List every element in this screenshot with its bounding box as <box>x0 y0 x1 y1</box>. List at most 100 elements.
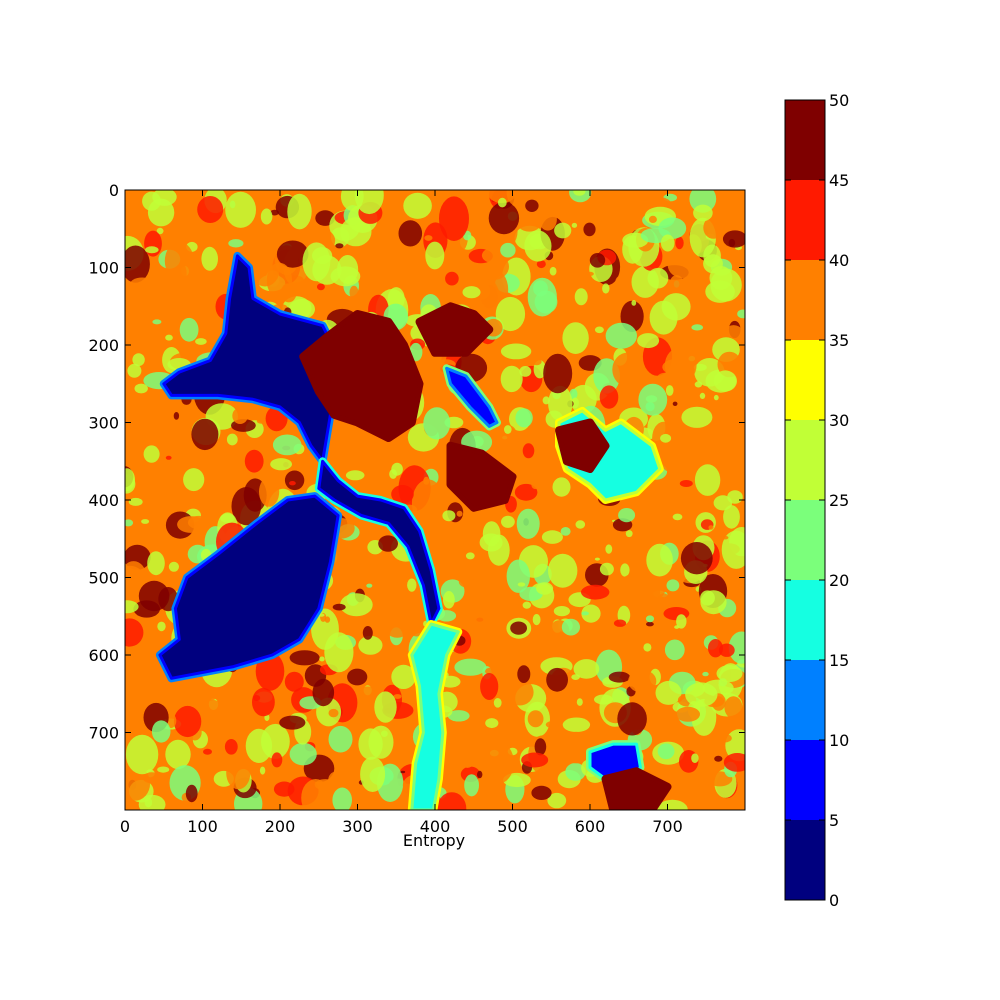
texture-blob <box>179 317 199 342</box>
texture-blob <box>737 309 745 319</box>
texture-blob <box>713 370 737 392</box>
texture-blob <box>454 658 487 676</box>
texture-blob <box>324 632 354 673</box>
colorbar-tick-label: 15 <box>829 651 849 670</box>
texture-blob <box>510 621 527 635</box>
texture-blob <box>231 487 262 526</box>
texture-blob <box>270 209 279 216</box>
texture-blob <box>203 712 232 738</box>
texture-blob <box>542 396 550 405</box>
texture-blob <box>482 741 514 784</box>
texture-blob <box>716 665 743 682</box>
texture-blob <box>156 420 171 430</box>
texture-blob <box>531 785 552 801</box>
texture-blob <box>500 365 523 393</box>
texture-blob <box>638 383 668 416</box>
texture-blob <box>182 190 192 198</box>
texture-blob <box>562 322 589 354</box>
texture-blob <box>164 241 194 281</box>
texture-blob <box>289 650 320 666</box>
texture-blob <box>232 407 248 424</box>
texture-blob <box>728 238 736 247</box>
texture-blob <box>183 468 205 492</box>
texture-blob <box>565 763 586 781</box>
texture-blob <box>273 781 295 797</box>
texture-blob <box>637 333 660 349</box>
texture-blob <box>152 319 162 325</box>
texture-blob <box>628 293 638 302</box>
colorbar-tick-label: 25 <box>829 491 849 510</box>
texture-blob <box>425 241 445 270</box>
texture-blob <box>337 255 359 284</box>
texture-blob <box>151 720 171 743</box>
y-axis: 0 100 200 300 400 500 600 700 <box>88 181 745 743</box>
texture-blob <box>125 678 149 720</box>
texture-blob <box>173 412 180 420</box>
texture-blob <box>501 515 515 528</box>
y-tick-label: 0 <box>109 181 119 200</box>
texture-blob <box>125 196 133 205</box>
texture-blob <box>669 380 688 400</box>
texture-blob <box>391 437 404 455</box>
texture-blob <box>565 702 584 721</box>
texture-blob <box>648 215 657 223</box>
texture-blob <box>599 385 619 409</box>
texture-blob <box>543 353 573 394</box>
texture-blob <box>641 491 665 505</box>
texture-blob <box>382 604 413 638</box>
texture-blob <box>287 193 312 230</box>
texture-blob <box>524 230 552 262</box>
texture-blob <box>661 293 691 321</box>
texture-blob <box>560 731 592 764</box>
texture-blob <box>581 611 589 616</box>
texture-blob <box>400 265 430 282</box>
texture-blob <box>366 583 373 588</box>
texture-blob <box>685 682 718 707</box>
texture-blob <box>136 650 159 665</box>
texture-blob <box>194 302 202 312</box>
texture-blob <box>157 621 166 632</box>
texture-blob <box>477 770 483 779</box>
texture-blob <box>703 792 709 798</box>
texture-blob <box>575 520 586 529</box>
texture-blob <box>702 671 709 677</box>
x-tick-label: 400 <box>420 817 451 836</box>
texture-blob <box>517 665 531 683</box>
texture-blob <box>380 551 386 557</box>
x-tick-label: 700 <box>652 817 683 836</box>
texture-blob <box>374 574 400 612</box>
texture-blob <box>576 698 583 706</box>
texture-blob <box>244 449 264 473</box>
texture-blob <box>703 244 721 268</box>
texture-blob <box>527 710 544 728</box>
texture-blob <box>400 770 406 774</box>
region-slit <box>445 366 499 428</box>
texture-blob <box>554 222 572 239</box>
region-dark-red-1 <box>301 312 421 440</box>
texture-blob <box>515 408 533 428</box>
texture-blob <box>491 585 500 592</box>
texture-blob <box>681 406 713 428</box>
texture-blob <box>357 686 379 703</box>
texture-blob <box>485 667 497 675</box>
texture-blob <box>284 671 304 692</box>
texture-blob <box>226 433 238 446</box>
x-axis-label: Entropy <box>403 831 465 850</box>
texture-blob <box>340 190 364 211</box>
region-channel <box>317 459 441 626</box>
texture-blob <box>125 468 135 492</box>
texture-blob <box>605 322 637 349</box>
texture-blob <box>349 285 359 300</box>
texture-blob <box>328 725 353 753</box>
texture-blob <box>664 639 685 661</box>
texture-blob <box>259 766 266 775</box>
texture-blob <box>261 723 290 759</box>
texture-blob <box>359 435 392 457</box>
texture-blob <box>165 455 172 460</box>
heatmap-plot <box>124 189 746 811</box>
texture-blob <box>693 204 713 222</box>
texture-blob <box>703 216 724 239</box>
texture-blob <box>618 507 636 523</box>
texture-blob <box>391 664 416 690</box>
texture-blob <box>691 753 699 763</box>
